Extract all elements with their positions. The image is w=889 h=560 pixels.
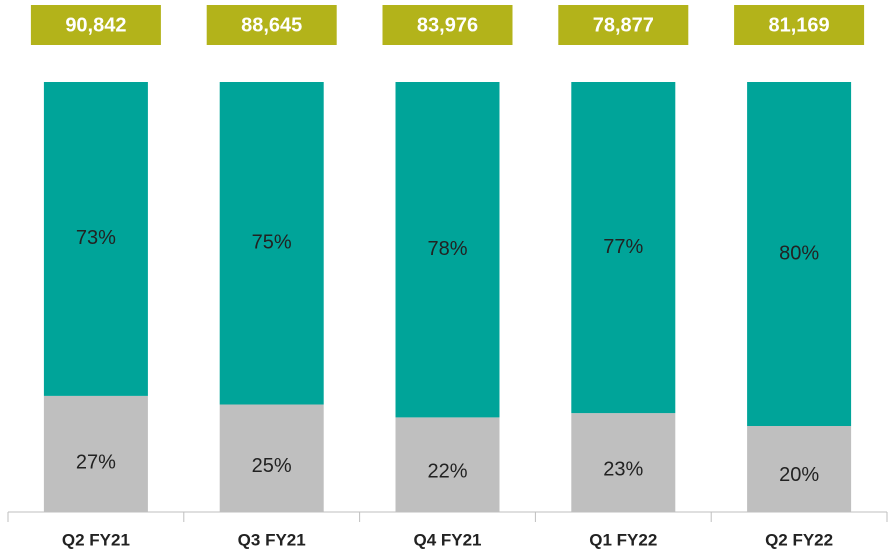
- total-box: [382, 5, 513, 45]
- bar-segment: [571, 82, 676, 414]
- x-tick-label: Q3 FY21: [238, 530, 306, 549]
- bar-segment: [219, 82, 324, 405]
- total-label: 83,976: [417, 14, 478, 36]
- segment-label: 78%: [427, 238, 467, 260]
- segment-label: 22%: [427, 461, 467, 483]
- total-box: [206, 5, 337, 45]
- bar-segment: [571, 413, 676, 512]
- bar-segment: [43, 395, 148, 512]
- bar-segment: [747, 82, 852, 426]
- segment-label: 73%: [76, 227, 116, 249]
- segment-label: 80%: [779, 242, 819, 264]
- total-label: 78,877: [593, 14, 654, 36]
- segment-label: 75%: [252, 232, 292, 254]
- segment-label: 25%: [252, 455, 292, 477]
- x-tick-label: Q4 FY21: [413, 530, 481, 549]
- bar-segment: [219, 404, 324, 512]
- bar-segment: [395, 82, 500, 418]
- total-box: [558, 5, 689, 45]
- bar-segment: [43, 82, 148, 396]
- x-tick-label: Q2 FY22: [765, 530, 833, 549]
- total-label: 88,645: [241, 14, 302, 36]
- segment-label: 23%: [603, 459, 643, 481]
- bar-segment: [747, 426, 852, 512]
- segment-label: 27%: [76, 452, 116, 474]
- total-label: 81,169: [769, 14, 830, 36]
- x-tick-label: Q1 FY22: [589, 530, 657, 549]
- segment-label: 77%: [603, 236, 643, 258]
- x-tick-label: Q2 FY21: [62, 530, 130, 549]
- total-box: [30, 5, 161, 45]
- segment-label: 20%: [779, 464, 819, 486]
- total-box: [734, 5, 865, 45]
- total-label: 90,842: [65, 14, 126, 36]
- bar-segment: [395, 417, 500, 512]
